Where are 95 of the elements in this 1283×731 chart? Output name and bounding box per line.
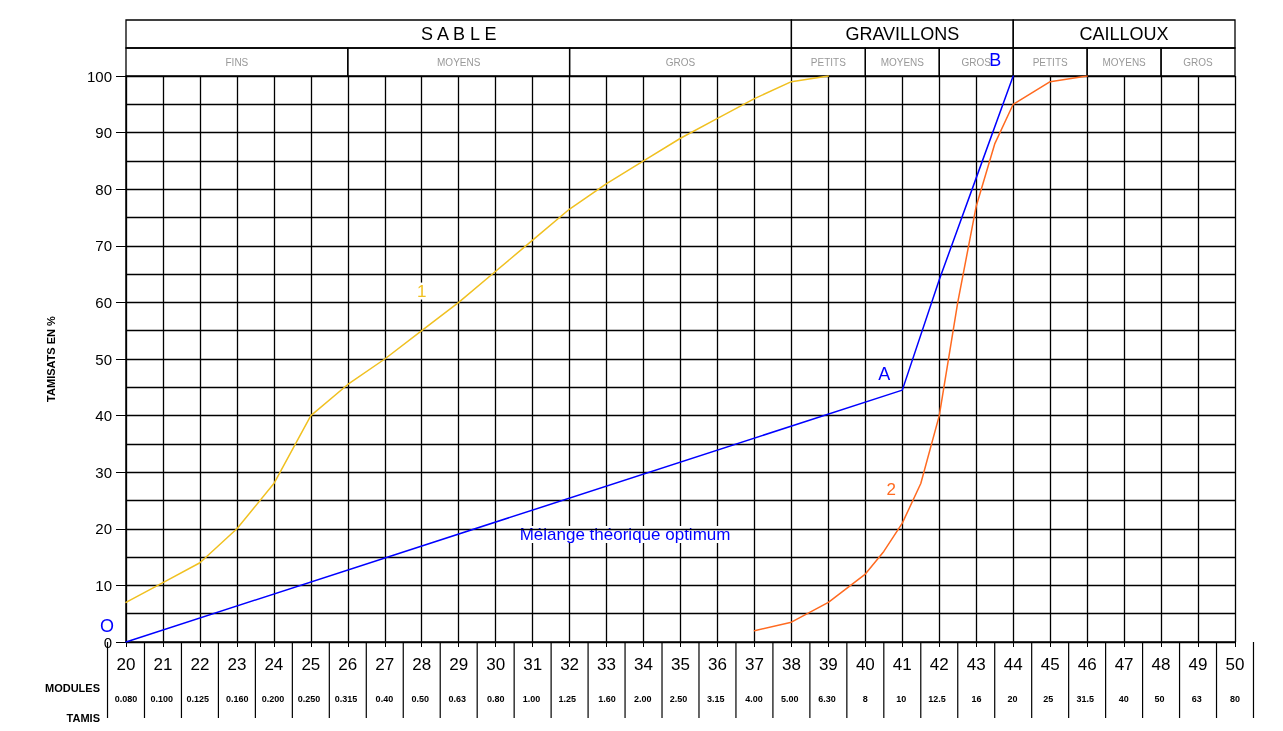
x-tick-label: 26 — [338, 655, 358, 674]
text: GROS — [665, 56, 696, 68]
x-tick-label: 38 — [781, 655, 801, 674]
x2-tick-label: 0.50 — [411, 693, 429, 704]
text: S A B L E — [421, 24, 497, 44]
line-series — [753, 75, 1088, 632]
x-tick-label: 40 — [855, 655, 875, 674]
x2-tick-label: 1.60 — [598, 693, 616, 704]
y-tick-label: 80 — [95, 180, 112, 198]
text: GROS — [1183, 56, 1214, 68]
x2-tick-label: 0.100 — [150, 693, 174, 704]
x2-tick-label: 0.200 — [261, 693, 285, 704]
y-tick-label: 100 — [86, 67, 112, 85]
text: PETITS — [810, 56, 847, 68]
x2-tick-label: 0.250 — [297, 693, 321, 704]
x2-tick-label: 6.30 — [818, 693, 836, 704]
x-tick-label: 39 — [818, 655, 838, 674]
x2-tick-label: 63 — [1191, 693, 1202, 704]
text: PETITS — [1032, 56, 1068, 68]
text: MOYENS — [880, 56, 925, 68]
text: MOYENS — [437, 56, 481, 68]
x2-tick-label: 10 — [896, 693, 907, 704]
x-tick-label: 33 — [597, 655, 617, 674]
x-tick-label: 24 — [264, 655, 284, 674]
x2-tick-label: 31.5 — [1076, 693, 1095, 704]
x-tick-label: 25 — [301, 655, 321, 674]
x-tick-label: 21 — [153, 655, 173, 674]
x2-tick-label: 2.50 — [669, 693, 688, 704]
x2-tick-label: 2.00 — [634, 693, 652, 704]
x-tick-label: 45 — [1040, 655, 1060, 674]
text: GRAVILLONS — [845, 24, 960, 44]
x2-tick-label: 0.40 — [375, 693, 394, 704]
x-tick-label: 47 — [1114, 655, 1134, 674]
y-tick-label: 20 — [95, 520, 112, 538]
x2-tick-label: 0.160 — [226, 693, 249, 704]
y-tick-label: 30 — [95, 463, 112, 481]
x-tick-label: 46 — [1077, 655, 1097, 674]
x-axis-title: MODULES — [45, 681, 100, 694]
y-tick-label: 50 — [95, 350, 112, 368]
x-tick-label: 41 — [892, 655, 912, 674]
y-tick-label: 60 — [95, 293, 112, 311]
annotation: B — [989, 50, 1002, 70]
x2-tick-label: 0.315 — [334, 693, 358, 704]
x-tick-label: 37 — [744, 655, 764, 674]
y-tick-label: 40 — [95, 407, 112, 425]
x2-tick-label: 8 — [862, 693, 868, 704]
line-series — [125, 75, 830, 604]
x2-tick-label: 12.5 — [928, 693, 946, 704]
x-tick-label: 34 — [634, 655, 653, 674]
x-tick-label: 44 — [1003, 655, 1023, 674]
x2-tick-label: 25 — [1043, 693, 1054, 704]
y-tick-label: 0 — [103, 633, 112, 651]
x2-axis-title: TAMIS — [66, 711, 100, 724]
x-tick-label: 35 — [671, 655, 690, 674]
x2-tick-label: 3.15 — [706, 693, 725, 704]
text: CAILLOUX — [1079, 24, 1169, 44]
x-tick-label: 23 — [227, 655, 247, 674]
x2-tick-label: 40 — [1118, 693, 1129, 704]
series-label: 1 — [417, 281, 427, 301]
y-tick-label: 10 — [95, 576, 112, 594]
x2-tick-label: 1.00 — [522, 693, 541, 704]
x-tick-label: 31 — [523, 655, 543, 674]
x-tick-label: 43 — [966, 655, 986, 674]
x-tick-label: 49 — [1188, 655, 1208, 674]
x-tick-label: 42 — [929, 655, 949, 674]
x-tick-label: 32 — [560, 655, 580, 674]
x2-tick-label: 0.63 — [448, 693, 467, 704]
x-tick-label: 36 — [708, 655, 727, 674]
x2-tick-label: 0.125 — [186, 693, 209, 704]
x2-tick-label: 0.080 — [114, 693, 138, 704]
x-tick-label: 28 — [412, 655, 432, 674]
x2-tick-label: 4.00 — [745, 693, 763, 704]
x2-tick-label: 16 — [971, 693, 982, 704]
x2-tick-label: 1.25 — [558, 693, 577, 704]
x-tick-label: 29 — [449, 655, 469, 674]
x-tick-label: 22 — [190, 655, 210, 674]
annotation: O — [99, 616, 114, 636]
x-tick-label: 48 — [1151, 655, 1171, 674]
x2-tick-label: 80 — [1229, 693, 1241, 704]
x2-tick-label: 5.00 — [781, 693, 799, 704]
x2-tick-label: 20 — [1007, 693, 1018, 704]
x-tick-label: 50 — [1225, 655, 1245, 674]
text: MOYENS — [1102, 56, 1147, 68]
y-tick-label: 70 — [95, 237, 112, 255]
y-tick-label: 90 — [95, 124, 112, 142]
x-tick-label: 20 — [116, 655, 136, 674]
x-tick-label: 30 — [486, 655, 506, 674]
x2-tick-label: 50 — [1154, 693, 1165, 704]
y-axis-title: TAMISATS EN % — [44, 315, 57, 402]
series-label: Mélange théorique optimum — [519, 524, 731, 544]
text: FINS — [225, 56, 249, 68]
annotation: A — [878, 364, 891, 385]
x2-tick-label: 0.80 — [486, 693, 505, 704]
series-label: 2 — [886, 479, 896, 499]
x-tick-label: 27 — [375, 655, 395, 674]
